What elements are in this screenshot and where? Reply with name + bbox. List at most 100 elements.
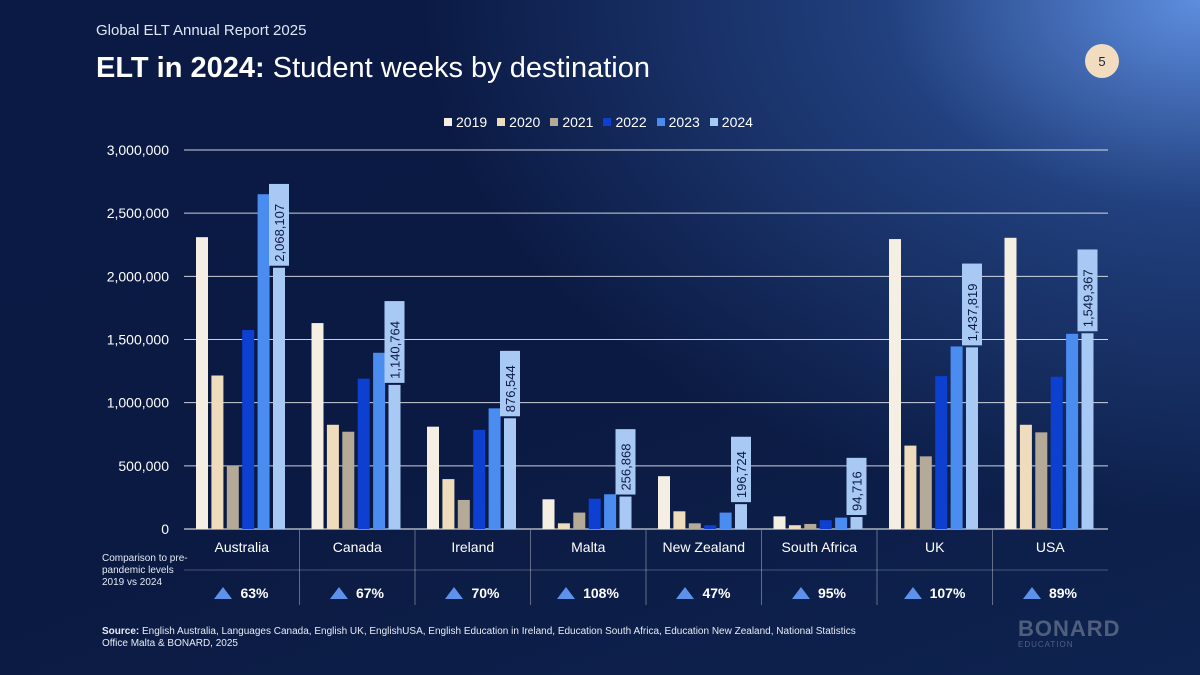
comparison-cell: 47% [646, 580, 761, 606]
bar-2023-ireland [488, 408, 501, 529]
legend-swatch [444, 118, 452, 126]
bar-2020-usa [1019, 424, 1032, 529]
y-tick-label: 500,000 [118, 458, 169, 474]
logo-sub: EDUCATION [1018, 640, 1074, 649]
data-label-box [846, 457, 867, 516]
bar-2024-new-zealand [735, 504, 747, 529]
data-label-2024-south-africa: 94,716 [846, 457, 867, 516]
comparison-cell: 108% [531, 580, 646, 606]
data-label-text: 1,437,819 [965, 284, 980, 342]
comparison-cell: 107% [877, 580, 992, 606]
bar-2021-uk [919, 456, 932, 529]
bar-2024-malta [619, 496, 632, 529]
data-label-text: 1,549,367 [1081, 269, 1096, 327]
bar-2023-australia [257, 194, 270, 529]
data-label-text: 256,868 [619, 444, 634, 491]
comparison-value: 108% [583, 585, 619, 601]
bar-2024-ireland [504, 418, 516, 529]
comparison-cell: 70% [415, 580, 530, 606]
bar-2020-uk [904, 445, 917, 529]
triangle-up-icon [1022, 587, 1041, 599]
data-label-text: 2,068,107 [272, 204, 287, 262]
comparison-value: 95% [817, 585, 847, 601]
bar-2023-usa [1066, 333, 1079, 529]
comparison-label: Comparison to pre-pandemic levels 2019 v… [102, 553, 188, 588]
bar-2019-south-africa [773, 516, 786, 529]
triangle-up-icon [903, 587, 922, 599]
bar-2022-malta [588, 498, 601, 529]
bar-2020-canada [326, 424, 339, 529]
page-title: ELT in 2024: Student weeks by destinatio… [96, 52, 650, 85]
legend-label: 2024 [721, 114, 753, 130]
bar-2023-uk [950, 346, 963, 529]
bar-2023-new-zealand [719, 512, 732, 529]
bar-2021-new-zealand [688, 523, 701, 529]
y-tick-label: 2,500,000 [107, 205, 169, 221]
data-label-box [384, 301, 405, 383]
bar-2019-canada [311, 323, 324, 529]
bar-2021-canada [342, 431, 355, 529]
bar-2024-australia [273, 267, 285, 529]
bar-2023-canada [373, 352, 386, 529]
bar-2023-south-africa [835, 517, 848, 529]
legend-item-2021: 2021 [550, 114, 593, 130]
bar-2020-malta [557, 523, 570, 529]
bar-2021-usa [1035, 432, 1048, 529]
x-category-label: Ireland [451, 539, 494, 555]
legend-label: 2023 [668, 114, 700, 130]
comparison-value: 67% [355, 585, 385, 601]
x-category-label: Australia [215, 539, 270, 555]
data-label-box [1077, 249, 1098, 332]
bar-2019-uk [889, 239, 901, 529]
legend-label: 2021 [562, 114, 594, 130]
bar-2024-usa [1081, 333, 1094, 529]
bar-2019-australia [196, 237, 208, 530]
legend-label: 2019 [456, 114, 488, 130]
source-label: Source: [102, 626, 140, 637]
legend-swatch [603, 118, 612, 126]
comparison-value: 70% [471, 585, 500, 601]
legend-item-2023: 2023 [656, 114, 700, 130]
comparison-cell: 89% [993, 580, 1108, 606]
logo-main: BONARD [1018, 616, 1121, 641]
legend-item-2022: 2022 [603, 114, 647, 130]
data-label-2024-canada: 1,140,764 [384, 301, 405, 383]
x-category-label: UK [925, 539, 945, 555]
comparison-value: 89% [1048, 585, 1078, 601]
triangle-up-icon [329, 587, 348, 599]
legend-item-2020: 2020 [497, 114, 540, 130]
comparison-cell: 63% [184, 580, 299, 606]
y-tick-label: 1,000,000 [107, 395, 169, 411]
bar-2020-australia [211, 375, 224, 529]
report-supertitle: Global ELT Annual Report 2025 [96, 22, 307, 39]
bar-2019-malta [542, 499, 555, 529]
x-category-label: New Zealand [663, 539, 746, 555]
y-tick-label: 3,000,000 [107, 142, 169, 158]
source-note: Source: English Australia, Languages Can… [102, 626, 862, 650]
comparison-row: 63% 67% 70% 108% 47% 95% 107% 89% [184, 580, 1108, 606]
data-label-text: 94,716 [850, 471, 865, 511]
bar-2020-new-zealand [673, 511, 686, 529]
bar-2022-usa [1050, 376, 1063, 529]
x-category-label: South Africa [782, 539, 858, 555]
bar-2021-malta [573, 512, 586, 529]
triangle-up-icon [791, 587, 810, 599]
page-number-badge: 5 [1085, 44, 1119, 78]
bar-2024-canada [388, 384, 401, 529]
data-label-box [615, 429, 636, 495]
comparison-value: 107% [929, 585, 966, 601]
bar-2022-south-africa [819, 520, 832, 529]
legend-swatch [656, 118, 665, 126]
bar-2019-new-zealand [658, 476, 670, 529]
bar-2022-australia [242, 330, 255, 529]
data-label-box [962, 263, 982, 346]
bar-2022-uk [935, 376, 948, 529]
y-tick-label: 1,500,000 [107, 332, 169, 348]
data-label-2024-australia: 2,068,107 [269, 183, 289, 266]
bar-2022-ireland [473, 429, 486, 529]
comparison-value: 47% [702, 585, 731, 601]
bar-2023-malta [604, 494, 617, 529]
legend-label: 2022 [615, 114, 647, 130]
bonard-logo: BONARD EDUCATION [1018, 616, 1121, 649]
data-label-text: 876,544 [503, 365, 518, 412]
